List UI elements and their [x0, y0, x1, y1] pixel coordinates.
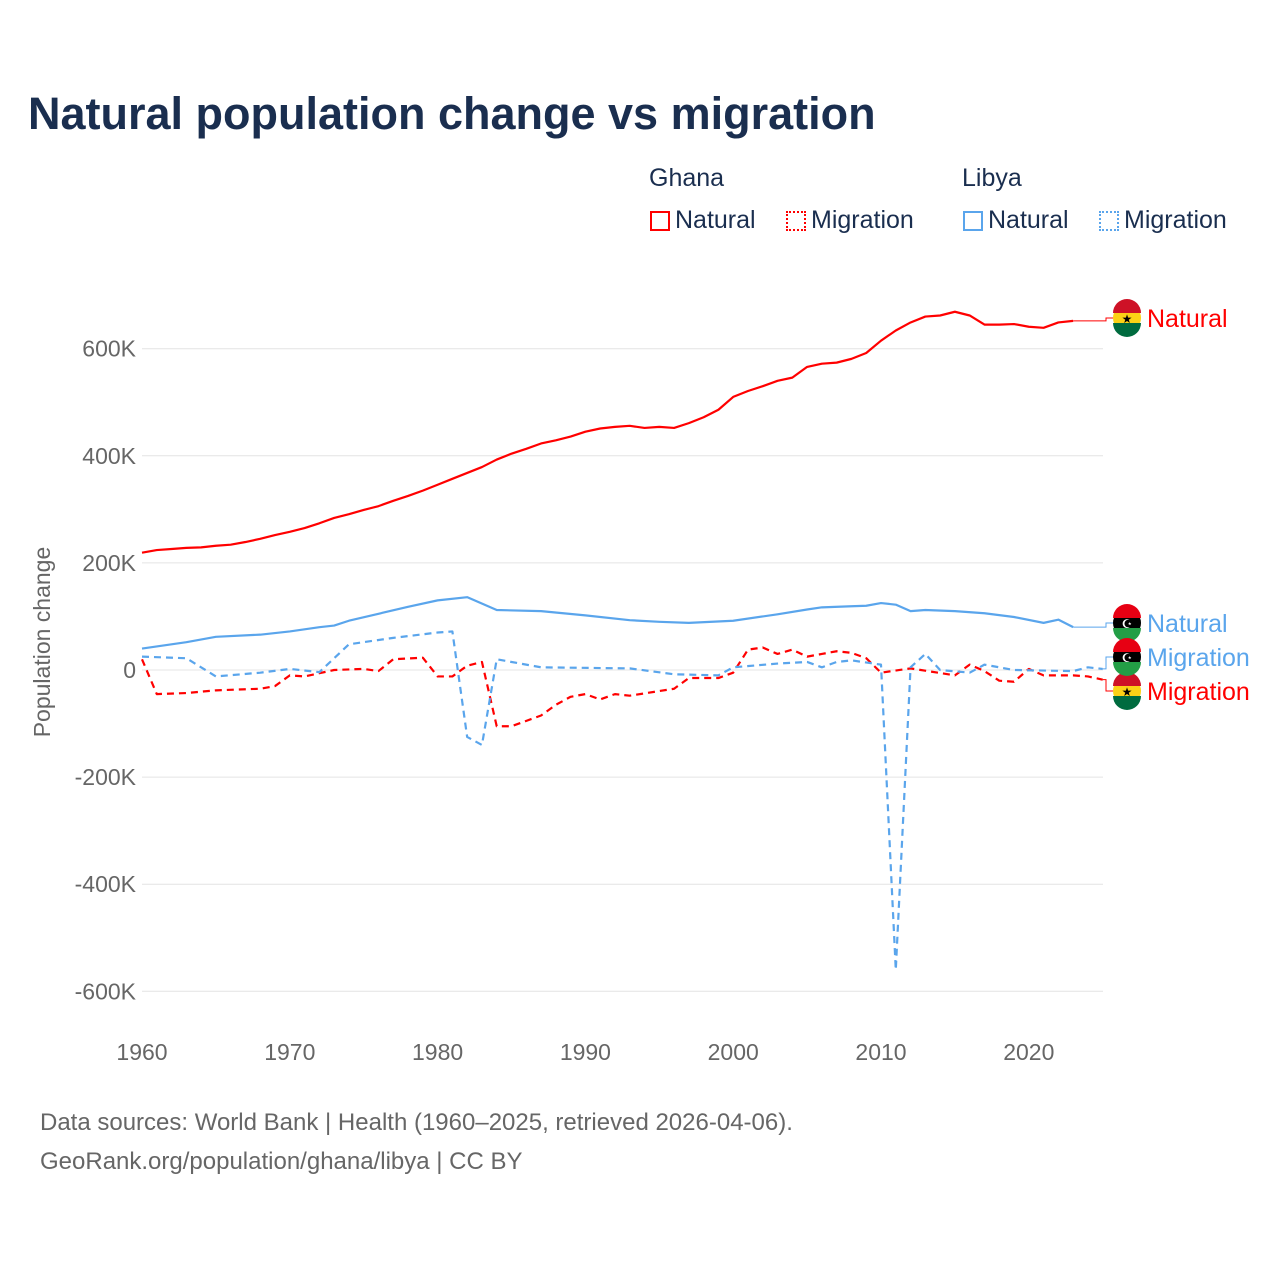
x-tick-label: 2010: [855, 1039, 906, 1065]
legend-group-libya: Libya: [962, 164, 1022, 192]
flag-stripe: [1113, 299, 1141, 313]
legend-libya-natural[interactable]: Natural: [963, 206, 1069, 235]
x-tick-label: 1970: [264, 1039, 315, 1065]
series-ghana-migration: [140, 646, 1103, 728]
star-icon: ★: [1122, 312, 1133, 326]
flag-stripe: [1113, 323, 1141, 337]
y-tick-label: 200K: [82, 550, 136, 576]
x-tick-label: 1960: [116, 1039, 167, 1065]
legend-ghana-natural[interactable]: Natural: [650, 206, 756, 235]
series-libya-migration: [141, 630, 1103, 971]
label-connector: [1073, 317, 1113, 322]
legend-libya-migration[interactable]: Migration: [1099, 206, 1227, 235]
solid-swatch-icon: [650, 211, 670, 231]
x-tick-label: 1990: [560, 1039, 611, 1065]
legend-group-ghana: Ghana: [649, 164, 725, 192]
crescent-star-icon: ☪: [1122, 651, 1133, 665]
y-axis-label: Population change: [29, 547, 55, 738]
series-libya-natural: [141, 596, 1074, 650]
star-icon: ★: [1122, 685, 1133, 699]
x-tick-label: 2020: [1003, 1039, 1054, 1065]
crescent-star-icon: ☪: [1122, 617, 1133, 631]
end-label: Migration: [1147, 678, 1250, 706]
solid-swatch-icon: [963, 211, 983, 231]
label-connector: [1102, 679, 1113, 692]
end-label: Natural: [1147, 305, 1228, 333]
y-tick-label: -600K: [75, 978, 137, 1004]
y-tick-label: 600K: [82, 336, 136, 362]
end-label: Migration: [1147, 644, 1250, 672]
x-tick-label: 1980: [412, 1039, 463, 1065]
flag-stripe: [1113, 696, 1141, 710]
y-tick-label: -200K: [75, 764, 137, 790]
y-tick-label: -400K: [75, 871, 137, 897]
flag-stripe: [1113, 672, 1141, 686]
flag-stripe: [1113, 638, 1141, 652]
source-note: Data sources: World Bank | Health (1960–…: [40, 1109, 793, 1136]
dotted-swatch-icon: [1099, 211, 1119, 231]
attribution: GeoRank.org/population/ghana/libya | CC …: [40, 1148, 523, 1175]
flag-stripe: [1113, 628, 1141, 642]
legend-ghana-migration[interactable]: Migration: [786, 206, 914, 235]
dotted-swatch-icon: [786, 211, 806, 231]
y-tick-label: 0: [123, 657, 136, 683]
y-tick-label: 400K: [82, 443, 136, 469]
x-tick-label: 2000: [708, 1039, 759, 1065]
flag-stripe: [1113, 604, 1141, 618]
label-connector: [1073, 622, 1113, 628]
label-connector: [1102, 656, 1113, 670]
end-label: Natural: [1147, 610, 1228, 638]
chart-title: Natural population change vs migration: [28, 88, 876, 139]
series-ghana-natural: [141, 310, 1074, 554]
flag-stripe: [1113, 662, 1141, 676]
